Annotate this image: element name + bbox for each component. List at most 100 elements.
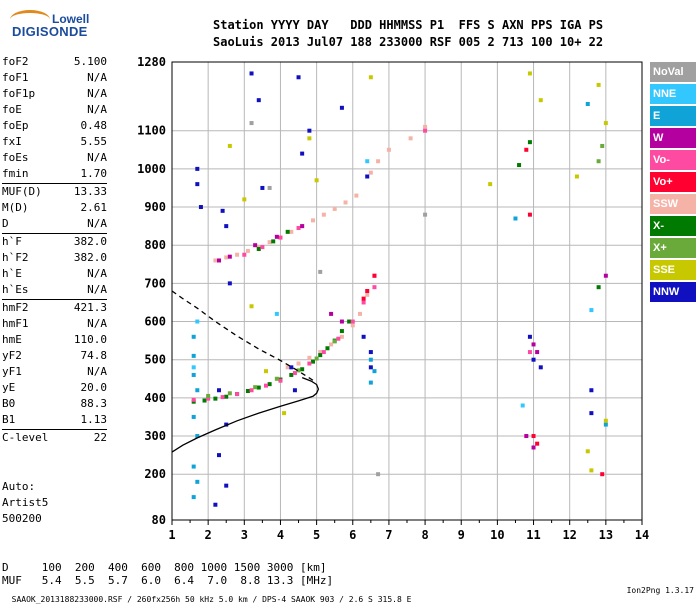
x-tick-label: 2 [205, 528, 212, 542]
data-point [318, 350, 323, 355]
data-point [191, 397, 196, 402]
data-point [227, 143, 232, 148]
data-point [318, 353, 323, 358]
param-key: h`F [2, 235, 22, 248]
data-point [224, 224, 229, 229]
param-row: yF1 N/A [2, 365, 107, 381]
data-point [600, 143, 605, 148]
data-point [531, 434, 536, 439]
data-point [603, 418, 608, 423]
data-point [242, 197, 247, 202]
param-value: 74.8 [80, 349, 108, 362]
data-point [274, 376, 279, 381]
data-point [217, 453, 221, 458]
param-row: foEp 0.48 [2, 119, 107, 135]
data-point [307, 361, 312, 366]
data-point [227, 254, 232, 259]
logo-line2: DIGISONDE [12, 24, 88, 39]
data-point [585, 101, 590, 106]
data-point [339, 319, 344, 324]
parameters-panel: foF2 5.100 foF1 N/A foF1p N/A foE N/A foEp 0.48 fx… [2, 55, 107, 447]
param-row: C-level 22 [2, 431, 107, 447]
data-point [372, 285, 377, 290]
param-value: 0.48 [80, 119, 108, 132]
data-point [296, 226, 301, 231]
data-point [350, 323, 355, 328]
data-point [574, 174, 579, 179]
data-point [589, 308, 594, 313]
param-key: C-level [2, 431, 49, 444]
data-point [524, 434, 529, 439]
data-point [224, 394, 229, 399]
data-point [325, 346, 330, 351]
param-row: yF2 74.8 [2, 349, 107, 365]
param-row: h`Es N/A [2, 283, 107, 299]
data-point [376, 159, 381, 164]
legend-item-nne: NNE [650, 84, 696, 104]
param-separator [2, 429, 107, 430]
data-point [535, 350, 540, 355]
data-point [224, 255, 229, 260]
param-key: h`Es [2, 283, 29, 296]
data-point [282, 411, 287, 416]
data-point [245, 388, 250, 393]
param-key: fmin [2, 167, 29, 180]
param-row: hmF1 N/A [2, 317, 107, 333]
param-value: N/A [87, 71, 107, 84]
y-tick-label: 1280 [137, 55, 166, 69]
y-tick-label: 300 [144, 429, 166, 443]
data-point [321, 350, 326, 355]
data-point [289, 372, 294, 377]
data-point [202, 398, 207, 403]
profile-curve-solid [171, 376, 320, 453]
data-point [220, 395, 225, 400]
data-point [274, 311, 279, 316]
param-row: h`F 382.0 [2, 235, 107, 251]
data-point [524, 147, 529, 152]
param-value: 2.61 [80, 201, 108, 214]
data-point [358, 311, 362, 316]
data-point [260, 245, 265, 250]
data-point [372, 369, 377, 374]
data-point [321, 212, 326, 217]
param-value: N/A [87, 103, 107, 116]
data-point [589, 468, 594, 473]
data-point [368, 380, 373, 385]
data-point [589, 388, 594, 393]
data-point [195, 479, 200, 484]
data-point [527, 140, 532, 145]
header-line2: SaoLuis 2013 Jul07 188 233000 RSF 005 2 … [213, 35, 604, 49]
data-point [368, 350, 373, 355]
y-tick-label: 80 [152, 513, 166, 527]
data-point [361, 300, 366, 305]
digisonde-logo: Lowell DIGISONDE [8, 8, 168, 44]
data-point [527, 71, 532, 76]
data-point [603, 121, 608, 126]
logo-line1: Lowell [52, 12, 90, 26]
data-point [339, 334, 344, 339]
data-point [224, 422, 229, 427]
data-point [311, 218, 315, 223]
data-point [217, 388, 221, 393]
data-point [195, 182, 200, 187]
data-point [343, 200, 348, 205]
data-point [253, 243, 258, 248]
data-point [289, 365, 294, 370]
data-point [589, 411, 594, 416]
param-key: hmE [2, 333, 22, 346]
param-key: fxI [2, 135, 22, 148]
param-row: foF1p N/A [2, 87, 107, 103]
param-key: foF1p [2, 87, 36, 100]
data-point [311, 359, 315, 364]
param-key: yF2 [2, 349, 22, 362]
data-point [191, 334, 196, 339]
data-point [213, 502, 218, 507]
data-point [368, 170, 373, 175]
data-point [332, 339, 337, 344]
param-value: 88.3 [80, 397, 108, 410]
param-value: 382.0 [73, 235, 107, 248]
data-point [596, 285, 601, 290]
data-point [217, 258, 221, 263]
data-point [368, 365, 373, 370]
param-key: hmF2 [2, 301, 29, 314]
